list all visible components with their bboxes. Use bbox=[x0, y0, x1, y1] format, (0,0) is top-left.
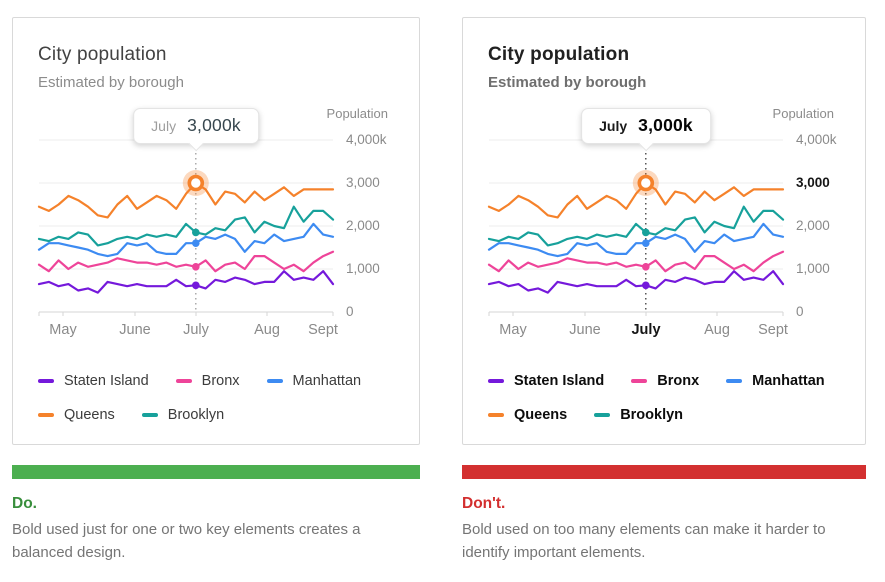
y-tick-label: 3,000 bbox=[346, 175, 380, 190]
x-tick-label: Sept bbox=[308, 322, 338, 338]
y-tick-label: 4,000k bbox=[796, 132, 837, 147]
x-tick-label: July bbox=[183, 322, 209, 338]
legend-item: Brooklyn bbox=[141, 407, 225, 423]
legend-label: Queens bbox=[64, 407, 115, 423]
legend-item: Bronx bbox=[631, 373, 699, 389]
legend-label: Brooklyn bbox=[620, 407, 684, 423]
dont-label: Don't. bbox=[462, 495, 506, 512]
chart-legend: Staten Island Bronx Manhattan Queens Brookly… bbox=[38, 364, 407, 432]
do-description: Bold used just for one or two key elemen… bbox=[12, 521, 361, 561]
tooltip-value: 3,000k bbox=[187, 115, 241, 135]
chart-tooltip: July 3,000k bbox=[581, 108, 711, 152]
legend-color-dash bbox=[175, 379, 192, 383]
x-tick-label: May bbox=[49, 322, 77, 338]
y-axis-labels: 0 1,000 2,000 3,000 4,000k bbox=[346, 18, 406, 444]
chart-card-dont: City population Estimated by borough Pop… bbox=[462, 17, 866, 445]
legend-color-dash bbox=[594, 413, 611, 417]
do-indicator-bar bbox=[12, 465, 420, 479]
do-column: City population Estimated by borough Pop… bbox=[12, 17, 420, 564]
dont-description: Bold used on too many elements can make … bbox=[462, 521, 826, 561]
y-tick-label: 1,000 bbox=[346, 261, 380, 276]
y-tick-label: 2,000 bbox=[796, 218, 830, 233]
legend-color-dash bbox=[38, 379, 54, 383]
line-chart bbox=[37, 139, 335, 316]
legend-color-dash bbox=[631, 379, 648, 383]
chart-subtitle: Estimated by borough bbox=[488, 74, 647, 91]
x-tick-label: June bbox=[119, 322, 151, 338]
x-axis-labels: May June July Aug Sept bbox=[463, 322, 865, 342]
legend-item: Staten Island bbox=[38, 373, 149, 389]
legend-item: Staten Island bbox=[488, 373, 604, 389]
legend-label: Manhattan bbox=[292, 373, 362, 389]
x-axis-labels: May June July Aug Sept bbox=[13, 322, 419, 342]
y-tick-label: 3,000 bbox=[796, 175, 830, 190]
legend-color-dash bbox=[141, 413, 158, 417]
y-tick-label: 1,000 bbox=[796, 261, 830, 276]
legend-label: Manhattan bbox=[752, 373, 825, 389]
legend-item: Bronx bbox=[175, 373, 240, 389]
legend-color-dash bbox=[38, 413, 54, 417]
y-axis-title: Population bbox=[772, 106, 834, 121]
do-label: Do. bbox=[12, 495, 37, 512]
legend-label: Staten Island bbox=[64, 373, 149, 389]
y-axis-title: Population bbox=[326, 106, 388, 121]
x-tick-label: May bbox=[499, 322, 527, 338]
chart-tooltip: July 3,000k bbox=[133, 108, 259, 152]
legend-label: Bronx bbox=[201, 373, 240, 389]
legend-color-dash bbox=[266, 379, 283, 383]
legend-item: Queens bbox=[38, 407, 115, 423]
chart-title: City population bbox=[488, 44, 630, 65]
y-axis-labels: 0 1,000 2,000 3,000 4,000k bbox=[796, 18, 856, 444]
y-tick-label: 2,000 bbox=[346, 218, 380, 233]
legend-color-dash bbox=[726, 379, 743, 383]
x-tick-label: Aug bbox=[254, 322, 280, 338]
tooltip-label: July bbox=[151, 118, 177, 134]
chart-card-do: City population Estimated by borough Pop… bbox=[12, 17, 420, 445]
y-tick-label: 0 bbox=[796, 304, 804, 319]
chart-subtitle: Estimated by borough bbox=[38, 74, 184, 91]
legend-item: Manhattan bbox=[726, 373, 825, 389]
y-tick-label: 4,000k bbox=[346, 132, 387, 147]
legend-label: Queens bbox=[514, 407, 568, 423]
tooltip-value: 3,000k bbox=[638, 115, 693, 135]
x-tick-label: Aug bbox=[704, 322, 730, 338]
line-chart bbox=[487, 139, 785, 316]
dont-indicator-bar bbox=[462, 465, 866, 479]
legend-label: Staten Island bbox=[514, 373, 605, 389]
y-tick-label: 0 bbox=[346, 304, 354, 319]
legend-color-dash bbox=[488, 413, 504, 417]
tooltip-label: July bbox=[599, 118, 628, 134]
legend-color-dash bbox=[488, 379, 504, 383]
dont-column: City population Estimated by borough Pop… bbox=[462, 17, 866, 564]
x-tick-label: June bbox=[569, 322, 601, 338]
legend-item: Queens bbox=[488, 407, 567, 423]
legend-label: Bronx bbox=[657, 373, 700, 389]
chart-title: City population bbox=[38, 44, 167, 65]
x-tick-label: Sept bbox=[758, 322, 788, 338]
legend-item: Manhattan bbox=[266, 373, 362, 389]
legend-item: Brooklyn bbox=[594, 407, 683, 423]
chart-legend: Staten Island Bronx Manhattan Queens Brookly… bbox=[488, 364, 853, 432]
x-tick-label: July bbox=[631, 322, 661, 338]
legend-label: Brooklyn bbox=[167, 407, 225, 423]
